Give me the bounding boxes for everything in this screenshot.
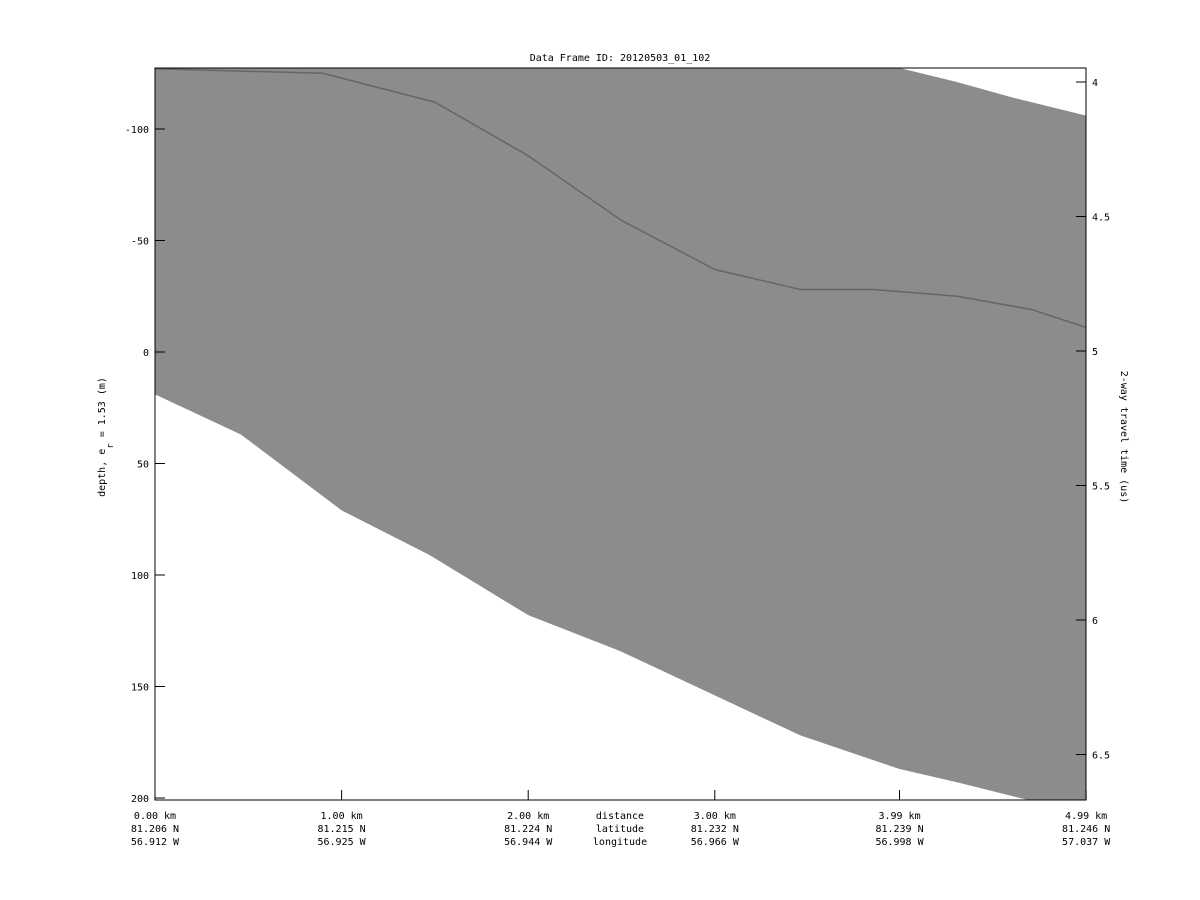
left-tick-label: 50 [137,460,149,471]
x-tick-distance: 3.00 km [694,811,736,822]
x-tick-longitude: 56.998 W [875,837,924,848]
x-tick-longitude: 56.912 W [131,837,180,848]
x-tick-latitude: 81.224 N [504,824,552,835]
x-row-label-latitude: latitude [596,824,644,835]
right-tick-label: 6 [1092,616,1098,627]
left-tick-label: 150 [131,683,149,694]
right-tick-label: 4 [1092,78,1098,89]
internal-layer-line [154,68,1087,329]
x-tick-longitude: 56.925 W [318,837,367,848]
x-tick-longitude: 57.037 W [1062,837,1111,848]
left-tick-label: -50 [131,237,149,248]
x-tick-latitude: 81.239 N [875,824,923,835]
x-tick-latitude: 81.215 N [318,824,366,835]
x-tick-longitude: 56.944 W [504,837,553,848]
y-axis-label-right: 2-way travel time (us) [1118,371,1129,503]
right-tick-label: 6.5 [1092,751,1110,762]
x-tick-distance: 1.00 km [321,811,363,822]
x-tick-distance: 0.00 km [134,811,176,822]
y-axis-label-left: depth, er = 1.53 (m) [97,377,116,497]
x-tick-distance: 4.99 km [1065,811,1107,822]
x-tick-longitude: 56.966 W [691,837,740,848]
right-tick-label: 4.5 [1092,213,1110,224]
right-tick-label: 5 [1092,347,1098,358]
plot-frame [154,67,1087,801]
left-tick-label: 0 [143,348,149,359]
x-tick-distance: 3.99 km [878,811,920,822]
x-tick-latitude: 81.232 N [691,824,739,835]
left-tick-label: 100 [131,571,149,582]
x-tick-distance: 2.00 km [507,811,549,822]
x-tick-latitude: 81.246 N [1062,824,1110,835]
left-tick-label: 200 [131,794,149,805]
chart-title: Data Frame ID: 20120503_01_102 [530,53,711,64]
x-row-label-distance: distance [596,811,644,822]
left-tick-label: -100 [125,125,149,136]
x-row-label-longitude: longitude [593,837,647,848]
right-tick-label: 5.5 [1092,482,1110,493]
x-tick-latitude: 81.206 N [131,824,179,835]
echogram-area [155,68,1087,800]
